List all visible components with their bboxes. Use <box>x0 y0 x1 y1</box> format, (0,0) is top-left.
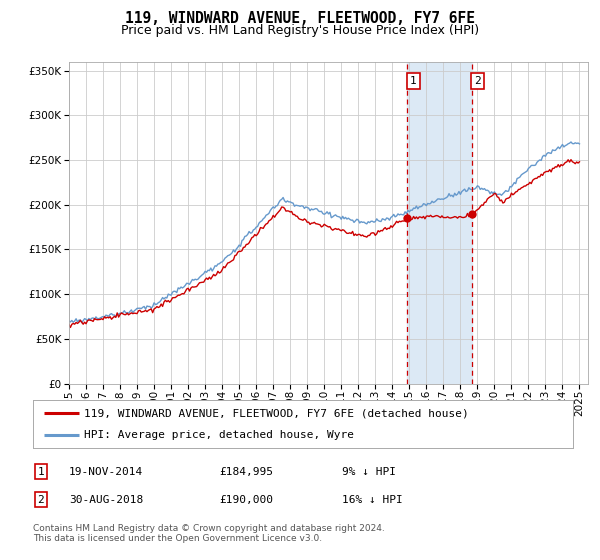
Text: £190,000: £190,000 <box>219 494 273 505</box>
Text: 2: 2 <box>37 494 44 505</box>
Text: Contains HM Land Registry data © Crown copyright and database right 2024.
This d: Contains HM Land Registry data © Crown c… <box>33 524 385 543</box>
Text: 2: 2 <box>475 76 481 86</box>
Text: 19-NOV-2014: 19-NOV-2014 <box>69 466 143 477</box>
Text: Price paid vs. HM Land Registry's House Price Index (HPI): Price paid vs. HM Land Registry's House … <box>121 24 479 36</box>
Text: HPI: Average price, detached house, Wyre: HPI: Average price, detached house, Wyre <box>84 430 354 440</box>
Text: 30-AUG-2018: 30-AUG-2018 <box>69 494 143 505</box>
Text: 119, WINDWARD AVENUE, FLEETWOOD, FY7 6FE (detached house): 119, WINDWARD AVENUE, FLEETWOOD, FY7 6FE… <box>84 408 469 418</box>
Text: 119, WINDWARD AVENUE, FLEETWOOD, FY7 6FE: 119, WINDWARD AVENUE, FLEETWOOD, FY7 6FE <box>125 11 475 26</box>
Text: 16% ↓ HPI: 16% ↓ HPI <box>342 494 403 505</box>
Text: £184,995: £184,995 <box>219 466 273 477</box>
Text: 1: 1 <box>37 466 44 477</box>
Text: 9% ↓ HPI: 9% ↓ HPI <box>342 466 396 477</box>
Bar <box>407 62 472 384</box>
Text: 1: 1 <box>410 76 417 86</box>
